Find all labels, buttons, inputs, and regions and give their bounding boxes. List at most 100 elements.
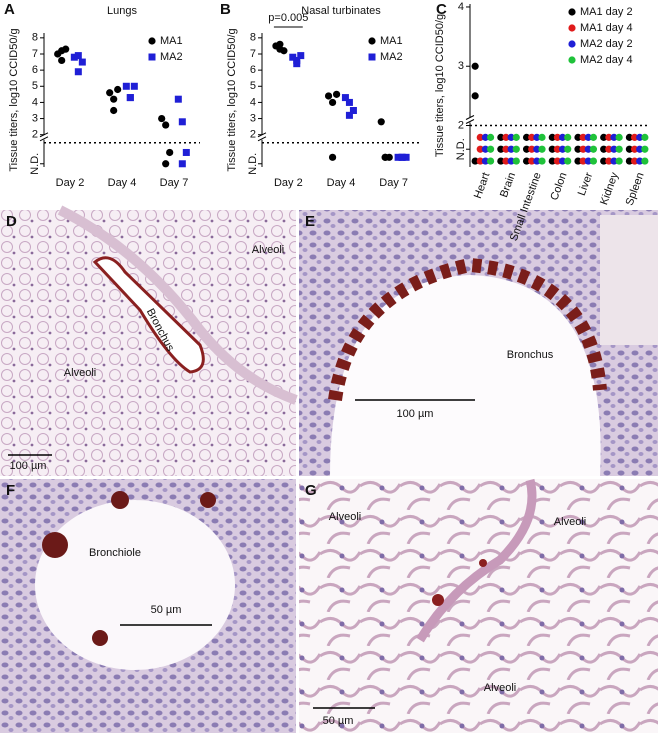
data-point [324, 92, 333, 100]
y-axis-label: Tissue titers, log10 CCID50/g [434, 14, 446, 157]
data-point [641, 133, 649, 141]
data-point [568, 40, 576, 48]
data-point [345, 98, 353, 106]
y-tick-label: N.D. [247, 153, 259, 175]
data-point [641, 145, 649, 153]
data-point [584, 145, 592, 153]
data-point [615, 145, 623, 153]
data-point [564, 157, 572, 165]
data-point [528, 157, 536, 165]
data-point [522, 157, 531, 165]
scale-label: 100 µm [397, 408, 434, 420]
data-point [574, 133, 582, 141]
region-label: Bronchus [507, 349, 554, 361]
data-point [341, 94, 349, 102]
bronchus-lumen [330, 275, 601, 476]
x-tick-label: Day 2 [56, 177, 85, 189]
data-point [158, 114, 166, 123]
data-point [630, 133, 639, 141]
data-point [558, 145, 567, 153]
data-point [381, 153, 389, 161]
data-point [610, 133, 618, 141]
legend-label: MA1 [160, 35, 183, 47]
stained-cell [111, 491, 129, 509]
stained-cell [479, 559, 487, 567]
data-point [605, 145, 613, 153]
data-point [558, 157, 567, 165]
data-point [476, 133, 484, 141]
y-tick-label: 7 [32, 48, 38, 60]
data-point [538, 145, 546, 153]
data-point [528, 133, 536, 141]
panel-letter: A [4, 1, 15, 18]
data-point [297, 52, 305, 60]
data-point [74, 68, 82, 76]
data-point [605, 133, 613, 141]
data-point [368, 53, 376, 61]
data-point [610, 145, 618, 153]
vessel [57, 205, 298, 405]
stained-cell [432, 594, 444, 606]
data-point [497, 157, 505, 165]
data-point [538, 133, 546, 141]
panel-letter: D [6, 213, 17, 230]
axis-break [465, 115, 475, 124]
chart-title: Lungs [107, 5, 137, 17]
data-point [568, 8, 576, 16]
data-point [636, 157, 644, 165]
scale-label: 50 µm [151, 604, 182, 616]
data-point [166, 148, 174, 157]
data-point [507, 145, 515, 153]
x-tick-label: Colon [548, 171, 569, 202]
data-point [178, 118, 186, 126]
data-point [553, 133, 562, 141]
data-point [162, 121, 170, 129]
data-point [394, 153, 402, 161]
stained-cell [200, 492, 216, 508]
y-tick-label: 2 [250, 129, 256, 141]
data-point [636, 145, 644, 153]
panel-letter: F [6, 482, 15, 499]
data-point [110, 106, 118, 115]
data-point [497, 145, 505, 153]
data-point [512, 157, 520, 165]
image-panel-f: F Bronchiole 50 µm [0, 479, 296, 733]
data-point [289, 53, 297, 61]
y-tick-label: 8 [250, 32, 256, 44]
y-tick-label: 2 [32, 129, 38, 141]
y-tick-label: 5 [32, 80, 38, 92]
x-tick-label: Brain [498, 171, 518, 199]
data-point [584, 157, 592, 165]
data-point [148, 37, 156, 45]
data-point [349, 106, 357, 114]
data-point [636, 133, 644, 141]
x-tick-label: Day 4 [108, 177, 137, 189]
chart: B Nasal turbinates Tissue titers, log10 CC… [220, 1, 420, 189]
y-tick-label: 7 [250, 48, 256, 60]
chart: A Lungs Tissue titers, log10 CCID50/g N.D. 2… [4, 1, 200, 189]
data-point [293, 60, 301, 68]
data-point [630, 157, 639, 165]
blood-cells [600, 215, 658, 345]
data-point [538, 157, 546, 165]
data-point [368, 37, 376, 45]
image-panel-d: D Alveoli Bronchus Alveoli 100 µm [0, 205, 298, 476]
micrograph [0, 210, 296, 476]
chart-title: Nasal turbinates [301, 5, 381, 17]
data-point [110, 95, 118, 103]
data-point [471, 92, 479, 100]
data-point [471, 62, 479, 70]
data-point [162, 160, 170, 168]
legend-label: MA2 day 4 [580, 54, 633, 66]
x-tick-label: Spleen [624, 171, 647, 207]
stained-cell [42, 532, 68, 558]
legend-label: MA2 [380, 51, 403, 63]
data-point [114, 85, 122, 94]
data-point [564, 133, 572, 141]
x-tick-label: Heart [472, 171, 492, 200]
data-point [507, 133, 515, 141]
data-point [600, 157, 608, 165]
y-tick-label: 2 [458, 119, 464, 131]
data-point [481, 145, 490, 153]
